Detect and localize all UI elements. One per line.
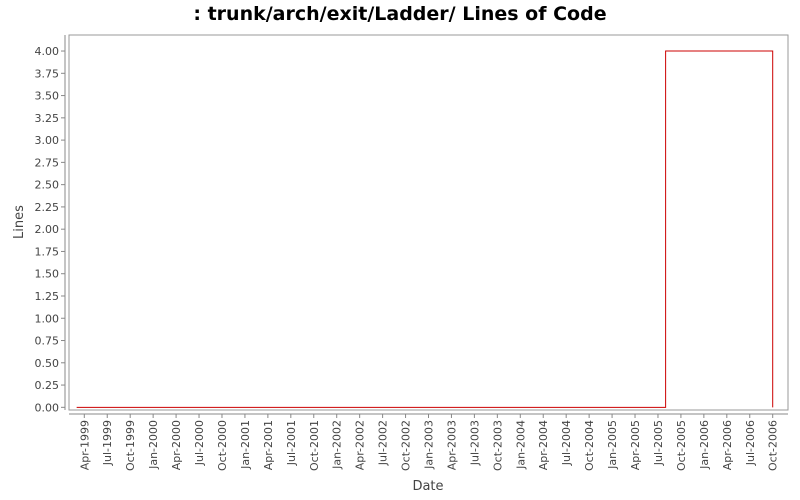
y-tick-label: 3.75 bbox=[35, 67, 60, 80]
x-tick-label: Oct-2004 bbox=[583, 420, 596, 471]
x-tick-label: Oct-2000 bbox=[216, 420, 229, 471]
x-tick-label: Jul-2005 bbox=[652, 420, 665, 466]
x-tick-label: Jan-2006 bbox=[698, 420, 711, 470]
y-tick-label: 3.50 bbox=[35, 90, 60, 103]
x-tick-label: Jan-2002 bbox=[331, 420, 344, 470]
x-tick-label: Apr-2003 bbox=[445, 420, 458, 470]
x-tick-label: Oct-1999 bbox=[124, 420, 137, 471]
x-tick-label: Oct-2005 bbox=[675, 420, 688, 471]
x-tick-label: Apr-2000 bbox=[170, 420, 183, 470]
x-tick-label: Jan-2003 bbox=[423, 420, 436, 470]
y-tick-label: 2.75 bbox=[35, 156, 60, 169]
x-tick-label: Jul-2004 bbox=[560, 420, 573, 466]
plot-area bbox=[68, 34, 789, 411]
x-tick-label: Apr-1999 bbox=[78, 420, 91, 470]
y-tick-label: 1.75 bbox=[35, 245, 60, 258]
y-tick-label: 4.00 bbox=[35, 45, 60, 58]
x-tick-label: Jul-2000 bbox=[193, 420, 206, 466]
x-tick-label: Oct-2001 bbox=[308, 420, 321, 471]
y-axis-label: Lines bbox=[12, 205, 27, 239]
x-tick-label: Oct-2002 bbox=[400, 420, 413, 471]
x-tick-label: Jan-2005 bbox=[606, 420, 619, 470]
x-tick-label: Oct-2006 bbox=[767, 420, 780, 471]
x-tick-label: Apr-2001 bbox=[262, 420, 275, 470]
x-tick-label: Jan-2004 bbox=[514, 420, 527, 470]
x-tick-label: Jan-2000 bbox=[147, 420, 160, 470]
series-line bbox=[76, 50, 774, 408]
y-tick-label: 2.50 bbox=[35, 179, 60, 192]
y-tick-label: 1.50 bbox=[35, 268, 60, 281]
x-tick-label: Jul-1999 bbox=[101, 420, 114, 466]
y-tick-label: 0.00 bbox=[35, 401, 60, 414]
x-tick-label: Jul-2003 bbox=[468, 420, 481, 466]
y-tick-label: 0.25 bbox=[35, 379, 60, 392]
y-tick-label: 3.25 bbox=[35, 112, 60, 125]
x-axis-label: Date bbox=[412, 479, 443, 494]
y-tick-label: 3.00 bbox=[35, 134, 60, 147]
x-tick-label: Jul-2002 bbox=[377, 420, 390, 466]
y-tick-label: 0.75 bbox=[35, 335, 60, 348]
x-tick-label: Apr-2002 bbox=[354, 420, 367, 470]
x-tick-label: Jul-2001 bbox=[285, 420, 298, 466]
x-tick-label: Oct-2003 bbox=[491, 420, 504, 471]
y-tick-label: 1.00 bbox=[35, 312, 60, 325]
x-tick-label: Jul-2006 bbox=[744, 420, 757, 466]
x-tick-label: Apr-2006 bbox=[721, 420, 734, 470]
x-tick-label: Jan-2001 bbox=[239, 420, 252, 470]
y-tick-label: 2.25 bbox=[35, 201, 60, 214]
chart-title: : trunk/arch/exit/Ladder/ Lines of Code bbox=[193, 3, 606, 25]
y-tick-label: 1.25 bbox=[35, 290, 60, 303]
x-tick-label: Apr-2005 bbox=[629, 420, 642, 470]
x-tick-label: Apr-2004 bbox=[537, 420, 550, 470]
y-tick-label: 2.00 bbox=[35, 223, 60, 236]
y-tick-label: 0.50 bbox=[35, 357, 60, 370]
